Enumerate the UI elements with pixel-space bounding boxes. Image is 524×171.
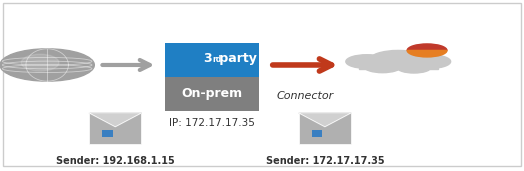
Ellipse shape [21,54,59,71]
Bar [299,113,351,144]
FancyBboxPatch shape [165,77,259,111]
Text: rd: rd [212,55,222,64]
FancyBboxPatch shape [3,3,521,166]
Bar [89,113,141,144]
Circle shape [397,62,431,73]
Bar [312,130,322,137]
Text: party: party [215,52,257,65]
Bar [102,130,113,137]
Text: On-prem: On-prem [182,87,243,100]
Text: 3: 3 [204,52,212,65]
Circle shape [369,50,427,69]
Ellipse shape [0,49,94,81]
Wedge shape [407,44,447,50]
Text: IP: 172.17.17.35: IP: 172.17.17.35 [169,118,255,128]
Circle shape [346,55,388,68]
Circle shape [364,61,401,73]
Polygon shape [299,113,351,127]
Wedge shape [407,50,447,57]
Text: Sender: 172.17.17.35: Sender: 172.17.17.35 [266,156,384,166]
Circle shape [409,55,451,68]
Text: Connector: Connector [277,91,334,101]
Bar [359,59,438,69]
Text: Sender: 192.168.1.15: Sender: 192.168.1.15 [56,156,174,166]
Polygon shape [89,113,141,127]
FancyBboxPatch shape [165,43,259,77]
